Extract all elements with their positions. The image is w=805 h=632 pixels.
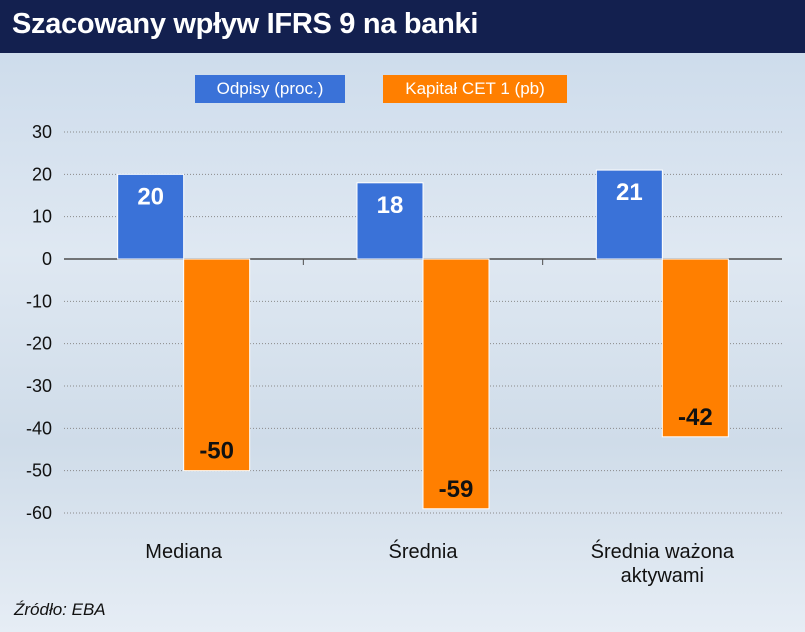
bar-value-label: 18 [377, 192, 404, 219]
y-tick-label: 0 [42, 249, 52, 269]
legend-label-odpisy: Odpisy (proc.) [216, 79, 324, 98]
legend-label-kapital: Kapitał CET 1 (pb) [405, 79, 545, 98]
y-tick-label: 10 [32, 207, 52, 227]
bar-kapital [661, 258, 729, 438]
y-tick-label: -60 [26, 503, 52, 523]
bar-value-label: -50 [199, 438, 234, 465]
y-tick-label: -30 [26, 376, 52, 396]
legend-item-odpisy: Odpisy (proc.) [195, 75, 345, 103]
legend-item-kapital: Kapitał CET 1 (pb) [383, 75, 567, 103]
source-note: Źródło: EBA [14, 600, 106, 619]
bar-kapital [422, 258, 490, 510]
y-tick-label: -10 [26, 291, 52, 311]
y-tick-label: 30 [32, 122, 52, 142]
bar-kapital [183, 258, 251, 472]
chart-title: Szacowany wpływ IFRS 9 na banki [12, 8, 479, 40]
x-category-label: aktywami [621, 565, 704, 587]
bar-value-label: -42 [678, 404, 713, 431]
x-category-label: Średnia ważona [591, 539, 735, 563]
bar-value-label: -59 [439, 476, 474, 503]
y-tick-label: 20 [32, 164, 52, 184]
bar-odpisy [356, 182, 424, 260]
title-bar: Szacowany wpływ IFRS 9 na banki [0, 0, 805, 53]
bar-value-label: 21 [616, 179, 643, 206]
bar-value-label: 20 [137, 183, 164, 210]
y-tick-label: -40 [26, 418, 52, 438]
y-tick-label: -50 [26, 461, 52, 481]
x-category-label: Mediana [145, 541, 223, 563]
bar-odpisy [595, 169, 663, 260]
x-category-label: Średnia [389, 539, 459, 563]
bar-odpisy [117, 173, 185, 260]
y-tick-label: -20 [26, 334, 52, 354]
